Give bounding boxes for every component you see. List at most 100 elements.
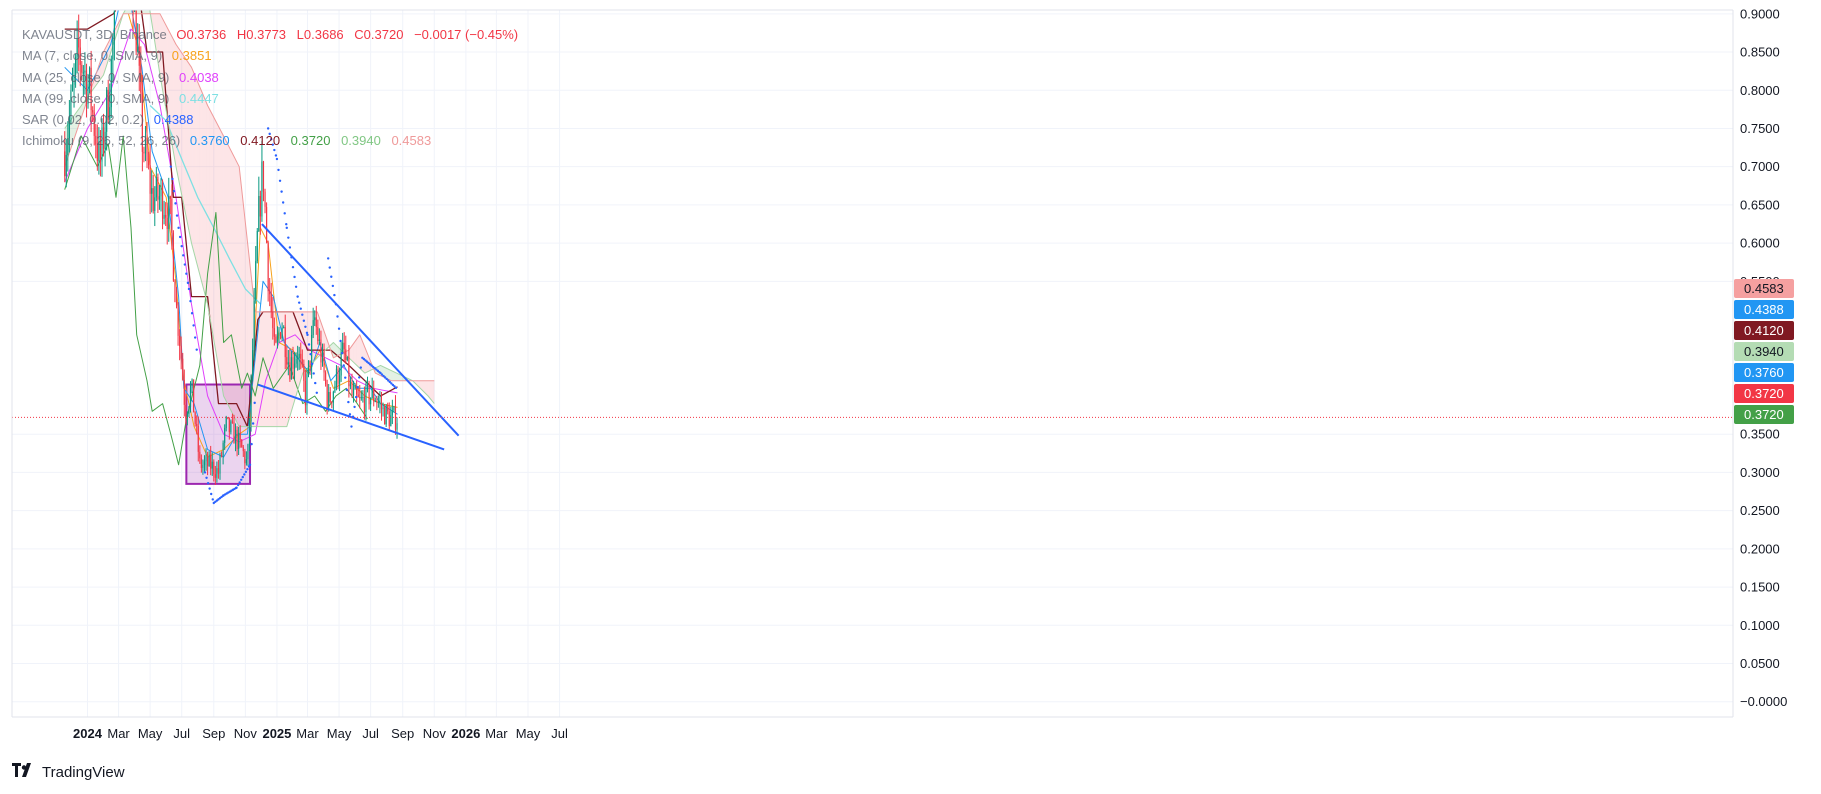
- cloud-segment: [171, 36, 174, 152]
- cloud-segment: [296, 311, 298, 396]
- cloud-segment: [174, 42, 177, 170]
- price-axis[interactable]: 0.9000 0.8500 0.8000 0.7500 0.7000 0.6500 0.60…: [1740, 6, 1787, 709]
- candle-body: [149, 165, 151, 194]
- cloud-segment: [308, 311, 311, 368]
- sar-dot: [307, 343, 311, 346]
- cloud-segment: [207, 105, 210, 314]
- sar-dot: [273, 148, 276, 152]
- sar-dot: [336, 315, 339, 318]
- candle-body: [393, 406, 395, 411]
- sar-dot: [251, 422, 255, 425]
- candle-body: [362, 397, 364, 399]
- sar-dot: [388, 380, 391, 384]
- candle-body: [165, 214, 167, 218]
- candle-body: [193, 379, 195, 413]
- candle-body: [258, 195, 260, 231]
- sar-dot: [350, 425, 353, 428]
- x-tick-label: 2026: [451, 726, 480, 741]
- candle-body: [300, 353, 302, 359]
- candle-body: [216, 468, 218, 478]
- cloud-segment: [215, 120, 217, 358]
- candle-body: [78, 38, 80, 48]
- price-tag-label: 0.3760: [1744, 365, 1784, 380]
- price-tag-label: 0.3720: [1744, 386, 1784, 401]
- cloud-segment: [235, 159, 238, 423]
- cloud-segment: [289, 311, 292, 417]
- candle-body: [374, 401, 376, 403]
- cloud-segment: [238, 165, 241, 427]
- cloud-segment: [355, 339, 357, 366]
- candle-body: [287, 362, 289, 365]
- candle-body: [101, 127, 103, 162]
- candle-body: [110, 59, 112, 108]
- price-tags: 0.4583 0.4388 0.4120 0.3940 0.3760 0.3720 0.37…: [1734, 279, 1794, 424]
- candle-body: [307, 360, 310, 375]
- candle-body: [373, 388, 375, 402]
- cloud-segment: [359, 334, 362, 370]
- time-axis[interactable]: 2024 Mar May Jul Sep Nov 2025 Mar May Jul Sep Nov 20…: [73, 726, 568, 741]
- candle-body: [87, 84, 89, 105]
- cloud-segment: [398, 374, 401, 381]
- sar-dot: [354, 395, 358, 399]
- candle-body: [189, 388, 192, 407]
- candlestick-series: [64, 0, 398, 485]
- cloud-segment: [196, 79, 199, 269]
- candle-body: [158, 196, 161, 200]
- candle-body: [168, 196, 170, 229]
- sar-dot: [297, 301, 301, 304]
- candle-body: [390, 415, 392, 427]
- candle-body: [321, 351, 324, 363]
- indicator-lines: [64, 10, 435, 466]
- candle-body: [112, 36, 114, 60]
- sar-dot: [394, 386, 398, 390]
- cloud-segment: [188, 63, 191, 239]
- candle-body: [326, 383, 328, 408]
- candle-body: [318, 339, 320, 342]
- candle-body: [388, 411, 390, 427]
- candle-body: [147, 160, 150, 166]
- sar-dot: [186, 281, 190, 285]
- cloud-segment: [305, 311, 307, 371]
- candle-body: [338, 375, 341, 384]
- candle-body: [380, 401, 383, 410]
- candle-body: [182, 358, 184, 380]
- cloud-segment: [153, 13, 155, 42]
- candle-body: [214, 474, 216, 478]
- candle-body: [213, 461, 215, 475]
- candle-body: [224, 428, 226, 443]
- cloud-segment: [74, 113, 76, 140]
- cloud-segment: [70, 117, 73, 149]
- candle-body: [118, 0, 119, 1]
- x-tick-label: 2024: [73, 726, 103, 741]
- candle-body: [132, 10, 134, 12]
- cloud-segment: [353, 341, 356, 364]
- cloud-segment: [424, 380, 427, 395]
- candle-body: [286, 357, 288, 365]
- cloud-segment: [190, 65, 193, 246]
- candle-body: [371, 388, 373, 398]
- tradingview-brand[interactable]: TradingView: [12, 763, 125, 782]
- candle-body: [230, 421, 232, 433]
- cloud-segment: [168, 30, 171, 135]
- candle-body: [368, 383, 370, 405]
- candle-body: [65, 154, 67, 177]
- candle-body: [357, 394, 359, 398]
- candle-body: [253, 300, 255, 351]
- cloud-segment: [243, 204, 245, 427]
- triangle-trendlines[interactable]: [257, 223, 460, 451]
- sar-dot: [171, 177, 174, 181]
- candle-body: [188, 406, 190, 414]
- candle-body: [279, 332, 282, 339]
- candle-body: [219, 455, 221, 474]
- sar-dot: [356, 386, 359, 389]
- cloud-segment: [400, 374, 402, 381]
- sar-dot: [235, 486, 238, 489]
- cloud-segment: [246, 232, 248, 427]
- cloud-segment: [195, 75, 197, 263]
- cloud-segment: [333, 342, 335, 358]
- candle-body: [340, 352, 342, 376]
- cloud-segment: [106, 42, 109, 66]
- sar-dot: [314, 381, 317, 385]
- cloud-segment: [209, 108, 211, 323]
